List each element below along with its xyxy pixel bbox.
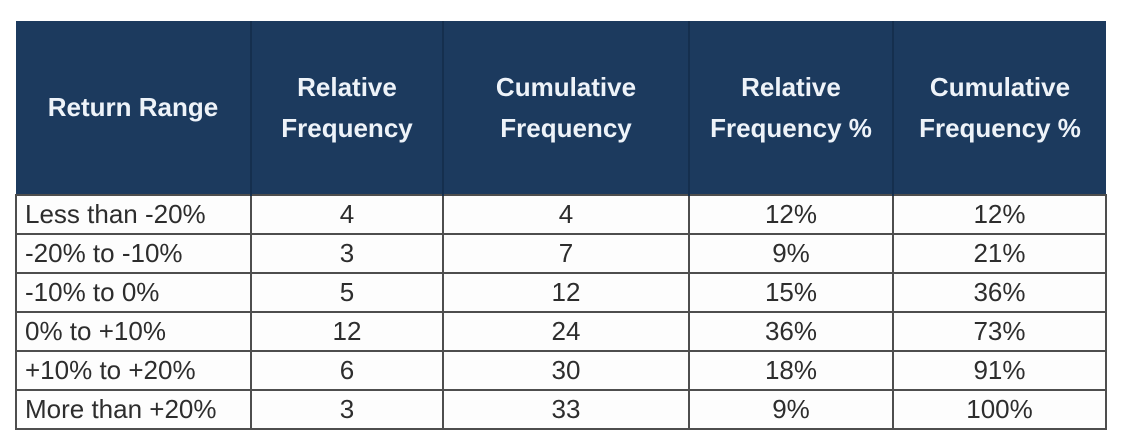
cell-range: Less than -20%	[15, 194, 252, 235]
cell-relative-frequency: 3	[250, 389, 444, 430]
cell-cumulative-frequency: 30	[442, 350, 690, 391]
table-header: Return Range Relative Frequency Cumulati…	[16, 21, 1106, 195]
table-row: 0% to +10% 12 24 36% 73%	[15, 311, 1107, 352]
header-relative-frequency-pct: Relative Frequency %	[689, 21, 894, 195]
header-row: Return Range Relative Frequency Cumulati…	[16, 21, 1106, 195]
cell-cumulative-frequency: 4	[442, 194, 690, 235]
cell-relative-frequency-pct: 9%	[688, 389, 894, 430]
cell-cumulative-frequency-pct: 36%	[892, 272, 1107, 313]
cell-range: -20% to -10%	[15, 233, 252, 274]
cell-relative-frequency-pct: 18%	[688, 350, 894, 391]
table-row: +10% to +20% 6 30 18% 91%	[15, 350, 1107, 391]
cell-range: 0% to +10%	[15, 311, 252, 352]
cell-relative-frequency: 6	[250, 350, 444, 391]
table-row: -20% to -10% 3 7 9% 21%	[15, 233, 1107, 274]
cell-cumulative-frequency: 7	[442, 233, 690, 274]
cell-relative-frequency-pct: 15%	[688, 272, 894, 313]
cell-cumulative-frequency: 24	[442, 311, 690, 352]
cell-relative-frequency-pct: 12%	[688, 194, 894, 235]
cell-relative-frequency: 3	[250, 233, 444, 274]
frequency-table: Return Range Relative Frequency Cumulati…	[15, 21, 1107, 430]
cell-cumulative-frequency-pct: 21%	[892, 233, 1107, 274]
table-row: More than +20% 3 33 9% 100%	[15, 389, 1107, 430]
table-row: Less than -20% 4 4 12% 12%	[15, 194, 1107, 235]
cell-relative-frequency-pct: 36%	[688, 311, 894, 352]
cell-cumulative-frequency: 33	[442, 389, 690, 430]
cell-cumulative-frequency-pct: 73%	[892, 311, 1107, 352]
cell-relative-frequency: 12	[250, 311, 444, 352]
cell-cumulative-frequency-pct: 91%	[892, 350, 1107, 391]
header-cumulative-frequency: Cumulative Frequency	[443, 21, 690, 195]
cell-relative-frequency: 4	[250, 194, 444, 235]
cell-range: More than +20%	[15, 389, 252, 430]
header-cumulative-frequency-pct: Cumulative Frequency %	[893, 21, 1106, 195]
table-row: -10% to 0% 5 12 15% 36%	[15, 272, 1107, 313]
return-distribution-table: Return Range Relative Frequency Cumulati…	[15, 21, 1107, 430]
cell-cumulative-frequency: 12	[442, 272, 690, 313]
header-return-range: Return Range	[16, 21, 252, 195]
cell-cumulative-frequency-pct: 12%	[892, 194, 1107, 235]
cell-range: +10% to +20%	[15, 350, 252, 391]
cell-range: -10% to 0%	[15, 272, 252, 313]
cell-relative-frequency-pct: 9%	[688, 233, 894, 274]
cell-relative-frequency: 5	[250, 272, 444, 313]
table-body: Less than -20% 4 4 12% 12% -20% to -10% …	[15, 194, 1107, 430]
header-relative-frequency: Relative Frequency	[251, 21, 444, 195]
cell-cumulative-frequency-pct: 100%	[892, 389, 1107, 430]
